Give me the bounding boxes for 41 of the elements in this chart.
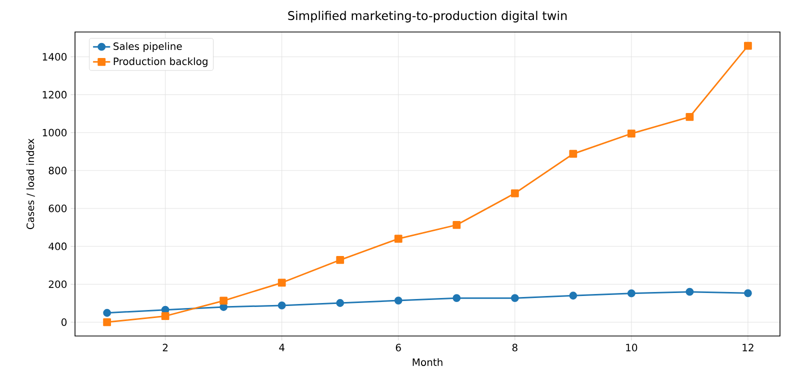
x-tick-label: 8 [512, 344, 518, 352]
point [510, 294, 519, 302]
y-tick-label: 400 [48, 242, 67, 250]
point [744, 42, 752, 50]
chart-title: Simplified marketing-to-production digital twin [288, 10, 567, 22]
point [452, 220, 461, 229]
x-tick-label: 2 [162, 344, 168, 352]
y-tick-label: 1400 [42, 53, 67, 61]
y-tick-label: 200 [48, 280, 67, 288]
point [394, 296, 402, 304]
x-axis-title: Month [412, 358, 442, 366]
point [569, 150, 578, 158]
point [627, 289, 636, 298]
point [103, 318, 112, 326]
point [686, 112, 694, 121]
y-tick-label: 1000 [42, 128, 67, 136]
legend-label: Sales pipeline [114, 42, 182, 52]
y-tick-label: 600 [48, 204, 67, 212]
point [452, 294, 461, 302]
point [627, 130, 636, 138]
x-tick-label: 4 [279, 344, 284, 352]
point [278, 302, 286, 310]
point [569, 292, 578, 300]
y-axis-title: Cases / load index [26, 138, 35, 230]
x-tick-label: 6 [396, 344, 401, 352]
point [220, 296, 228, 305]
y-tick-label: 0 [62, 318, 67, 326]
point [686, 288, 694, 296]
x-tick-label: 10 [626, 344, 638, 352]
point [161, 312, 170, 320]
point [278, 278, 286, 287]
point [336, 299, 344, 307]
point [744, 289, 752, 298]
y-tick-label: 800 [48, 166, 67, 174]
point [394, 234, 402, 243]
x-tick-label: 12 [742, 344, 754, 352]
point [103, 308, 112, 317]
point [510, 189, 519, 198]
y-tick-label: 1200 [42, 90, 67, 99]
point [336, 256, 344, 264]
legend-label: Production backlog [114, 57, 208, 68]
